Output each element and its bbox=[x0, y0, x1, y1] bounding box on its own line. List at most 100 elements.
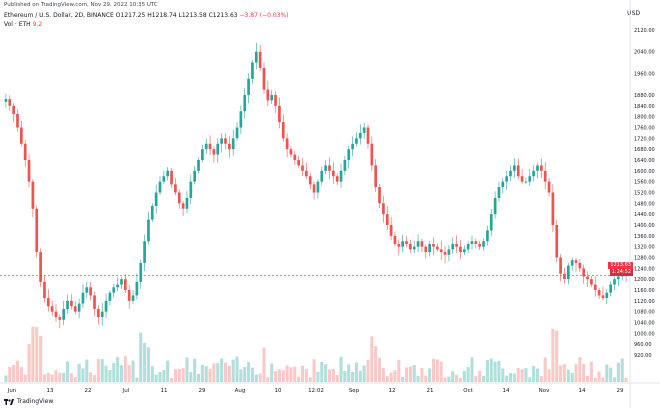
candle-body bbox=[397, 243, 401, 247]
candle-body bbox=[166, 170, 170, 177]
y-tick-label: 1480.00 bbox=[634, 201, 655, 207]
y-tick-label: 1040.00 bbox=[634, 321, 655, 327]
volume-bar bbox=[104, 365, 108, 382]
candle-body bbox=[208, 143, 212, 150]
volume-bar bbox=[412, 365, 416, 382]
candle-body bbox=[486, 230, 489, 242]
candle-body bbox=[351, 143, 354, 150]
candle-body bbox=[405, 241, 408, 244]
y-tick-label: 1640.00 bbox=[634, 158, 655, 164]
volume-bar bbox=[235, 356, 239, 382]
candle-body bbox=[451, 243, 455, 250]
volume-bar bbox=[162, 370, 166, 382]
tradingview-logo-icon bbox=[4, 398, 14, 405]
volume-bar bbox=[316, 371, 320, 382]
candle-body bbox=[247, 78, 250, 95]
volume-bar bbox=[524, 368, 528, 382]
candle-body bbox=[73, 306, 77, 312]
x-tick-label: 12 bbox=[389, 388, 396, 394]
volume-bar bbox=[231, 359, 235, 382]
candle-body bbox=[46, 298, 50, 307]
candle-body bbox=[220, 138, 223, 144]
volume-bar bbox=[73, 376, 77, 382]
candle-body bbox=[239, 111, 243, 128]
volume-bar bbox=[389, 372, 393, 382]
candle-body bbox=[339, 170, 343, 182]
volume-bar bbox=[89, 372, 93, 382]
candle-body bbox=[16, 113, 19, 128]
volume-bar bbox=[220, 358, 224, 382]
tradingview-brand: TradingView bbox=[17, 398, 54, 405]
volume-bar bbox=[39, 335, 43, 382]
candle-body bbox=[435, 246, 439, 250]
y-tick-label: 1880.00 bbox=[634, 93, 655, 99]
candle-body bbox=[439, 249, 443, 253]
candle-body bbox=[316, 181, 320, 193]
volume-bar bbox=[146, 347, 150, 382]
volume-bar bbox=[458, 377, 462, 382]
volume-bar bbox=[35, 326, 39, 382]
volume-bar bbox=[555, 330, 559, 382]
candle-body bbox=[328, 165, 331, 171]
volume-bar bbox=[250, 367, 254, 382]
volume-bar bbox=[19, 367, 23, 382]
candle-body bbox=[416, 241, 420, 247]
volume-label: Vol · ETH bbox=[4, 21, 31, 28]
candle-body bbox=[297, 160, 301, 166]
candle-body bbox=[143, 241, 146, 263]
y-tick-label: 1760.00 bbox=[634, 126, 655, 132]
volume-bar bbox=[312, 359, 316, 382]
volume-bar bbox=[58, 372, 62, 382]
candle-body bbox=[31, 181, 35, 209]
y-tick-label: 2040.00 bbox=[634, 50, 655, 56]
candle-body bbox=[489, 214, 493, 231]
volume-bar bbox=[331, 368, 335, 382]
volume-bar bbox=[270, 363, 274, 382]
volume-bar bbox=[493, 361, 497, 382]
x-tick-label: 12:02 bbox=[308, 388, 324, 394]
volume-bar bbox=[15, 360, 20, 382]
candle-body bbox=[177, 192, 181, 204]
y-tick-label: 1160.00 bbox=[634, 288, 655, 294]
volume-bar bbox=[482, 375, 486, 382]
volume-bar bbox=[370, 336, 374, 382]
candle-body bbox=[274, 95, 277, 106]
candle-body bbox=[370, 143, 374, 166]
volume-bar bbox=[300, 365, 305, 382]
candle-body bbox=[97, 308, 100, 318]
volume-bar bbox=[139, 332, 143, 382]
volume-bar bbox=[170, 377, 174, 382]
candle-body bbox=[459, 246, 462, 253]
candle-body bbox=[174, 184, 177, 193]
volume-bar bbox=[358, 370, 362, 382]
candle-body bbox=[258, 51, 262, 68]
candle-body bbox=[586, 276, 589, 280]
volume-bar bbox=[539, 376, 543, 382]
candle-body bbox=[574, 260, 578, 263]
volume-bar bbox=[520, 369, 524, 382]
candle-body bbox=[462, 249, 466, 253]
candle-body bbox=[497, 187, 501, 198]
volume-bar bbox=[466, 367, 470, 382]
y-tick-label: 1000.00 bbox=[634, 331, 655, 337]
candle-body bbox=[474, 241, 478, 244]
candle-body bbox=[89, 287, 93, 296]
candle-body bbox=[35, 208, 39, 253]
volume-bar bbox=[127, 365, 131, 382]
candle-body bbox=[516, 165, 520, 177]
volume-bar bbox=[347, 364, 351, 382]
volume-bar bbox=[589, 361, 593, 382]
x-tick-label: 29 bbox=[199, 388, 206, 394]
candle-body bbox=[231, 138, 235, 150]
volume-bar bbox=[578, 357, 582, 382]
candle-body bbox=[293, 154, 297, 160]
candle-body bbox=[150, 206, 154, 220]
volume-bar bbox=[4, 375, 8, 382]
x-tick-label: 14 bbox=[579, 388, 586, 394]
volume-bar bbox=[23, 374, 27, 382]
candle-body bbox=[12, 105, 15, 114]
volume-bar bbox=[512, 373, 516, 382]
volume-bar bbox=[281, 370, 285, 382]
candle-body bbox=[428, 243, 431, 253]
